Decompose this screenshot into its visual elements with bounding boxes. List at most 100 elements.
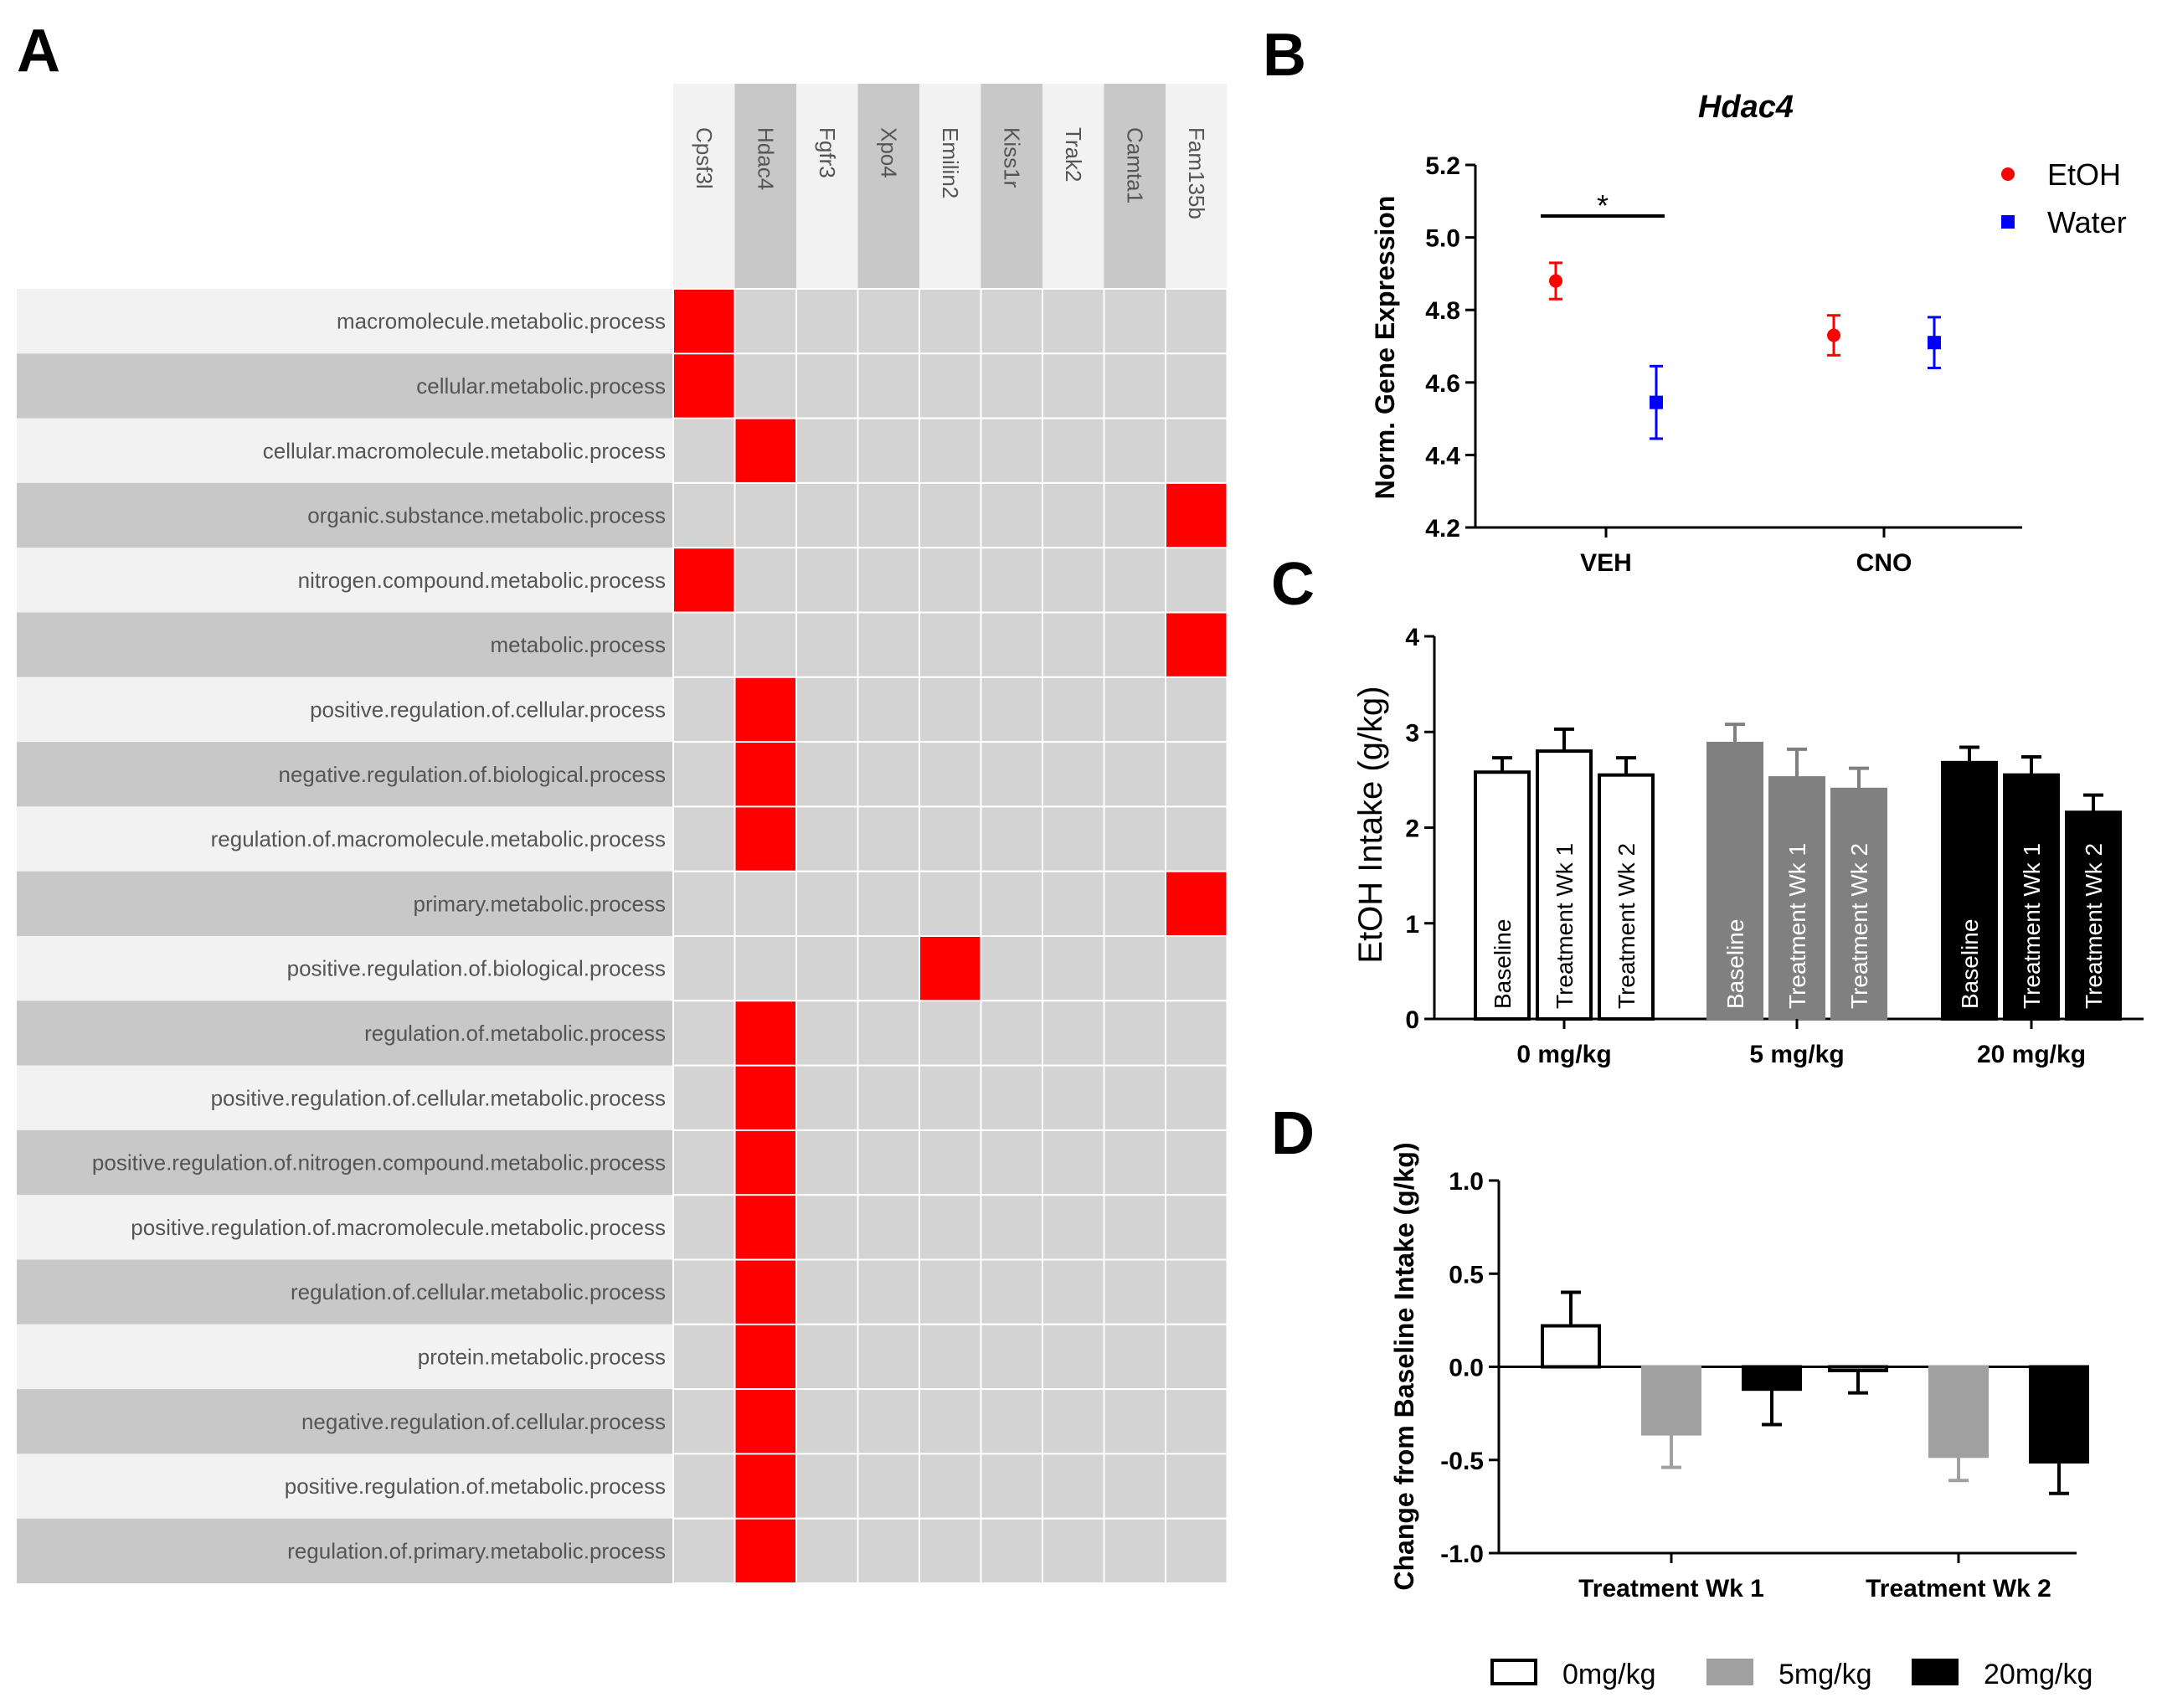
row-label: metabolic.process (490, 632, 666, 657)
heatmap-cell (980, 547, 1043, 614)
heatmap-cell (857, 1194, 920, 1261)
heatmap-cell (857, 741, 920, 808)
heatmap-cell (857, 1258, 920, 1325)
heatmap-cell (1103, 611, 1166, 678)
heatmap-cell (1042, 676, 1105, 743)
heatmap-cell (672, 1258, 736, 1325)
heatmap-cell (795, 1453, 859, 1520)
y-tick-label: 4.2 (1425, 515, 1460, 543)
row-label: regulation.of.metabolic.process (364, 1021, 666, 1046)
heatmap-cell (795, 1129, 859, 1196)
bar (2029, 1365, 2089, 1464)
y-tick-label: 0.0 (1449, 1355, 1484, 1382)
heatmap-cell (980, 1000, 1043, 1067)
legend-swatch (1490, 1659, 1537, 1685)
heatmap-hit-cell (735, 743, 795, 806)
heatmap-hit-cell (674, 290, 734, 353)
heatmap-cell (980, 481, 1043, 549)
column-header-bg (796, 84, 858, 289)
heatmap-cell (1103, 1323, 1166, 1391)
heatmap-cell (672, 1323, 736, 1391)
row-label: macromolecule.metabolic.process (337, 309, 666, 334)
column-label: Kiss1r (999, 127, 1024, 188)
heatmap-cell (857, 288, 920, 355)
heatmap-cell (1103, 676, 1166, 743)
heatmap-cell (1103, 870, 1166, 937)
column-label: Emilin2 (938, 127, 963, 198)
heatmap-cell (1103, 1453, 1166, 1520)
panel-label-b: B (1263, 22, 1306, 89)
heatmap-cell (734, 935, 797, 1002)
bar (1598, 773, 1655, 1021)
bar-label: Baseline (1490, 919, 1516, 1009)
row-label: regulation.of.primary.metabolic.process (287, 1538, 666, 1563)
heatmap-cell (919, 741, 982, 808)
heatmap-cell (919, 352, 982, 419)
heatmap-cell (1042, 935, 1105, 1002)
y-tick-label: 5.2 (1425, 152, 1460, 180)
heatmap-cell (734, 611, 797, 678)
y-axis-label: EtOH Intake (g/kg) (1352, 686, 1389, 963)
heatmap-hit-cell (735, 1260, 795, 1324)
legend-label: 20mg/kg (1984, 1659, 2093, 1690)
y-tick-label: 4.6 (1425, 370, 1460, 398)
heatmap-hit-cell (735, 1325, 795, 1389)
legend-label: 0mg/kg (1562, 1659, 1656, 1690)
heatmap-cell (1165, 1453, 1228, 1520)
data-point-water (1928, 336, 1941, 350)
heatmap-cell (1165, 1129, 1228, 1196)
heatmap-cell (1103, 547, 1166, 614)
column-label: Fam135b (1184, 127, 1209, 219)
panel-label-a: A (17, 18, 60, 85)
row-label-bg (17, 289, 673, 354)
heatmap-cell (919, 1323, 982, 1391)
heatmap-hit-cell (674, 548, 734, 612)
heatmap-cell (919, 417, 982, 484)
y-tick-label: 0.5 (1449, 1261, 1484, 1289)
column-label: Fgfr3 (815, 127, 840, 178)
column-label: Camta1 (1122, 127, 1147, 203)
heatmap-cell (1165, 676, 1228, 743)
heatmap-cell (1103, 1388, 1166, 1455)
heatmap-cell (795, 741, 859, 808)
row-label-bg (17, 418, 673, 483)
heatmap-cell (1042, 870, 1105, 937)
heatmap-cell (734, 481, 797, 549)
heatmap-cell (919, 1064, 982, 1131)
panel-label-c: C (1271, 551, 1315, 618)
heatmap-cell (1042, 288, 1105, 355)
column-label: Hdac4 (753, 127, 778, 190)
data-point-etoh (1827, 328, 1840, 342)
bar-label: Treatment Wk 2 (1846, 843, 1872, 1009)
heatmap-cell (857, 417, 920, 484)
y-tick-label: 4.4 (1425, 442, 1460, 470)
heatmap-cell (1165, 1064, 1228, 1131)
heatmap-cell (795, 676, 859, 743)
heatmap-cell (1103, 1517, 1166, 1584)
heatmap-cell (734, 288, 797, 355)
heatmap-hit-cell (735, 419, 795, 482)
heatmap-cell (1165, 1000, 1228, 1067)
column-header-bg (981, 84, 1042, 289)
heatmap-cell (1103, 288, 1166, 355)
heatmap-cell (857, 1000, 920, 1067)
column-header-bg (1104, 84, 1166, 289)
heatmap-cell (1103, 935, 1166, 1002)
bar (1706, 741, 1763, 1021)
heatmap-cell (857, 1323, 920, 1391)
heatmap-cell (1165, 935, 1228, 1002)
heatmap-cell (857, 870, 920, 937)
row-label-bg (17, 548, 673, 613)
row-label: positive.regulation.of.macromolecule.met… (131, 1215, 666, 1240)
heatmap-cell (795, 288, 859, 355)
heatmap-cell (1103, 1258, 1166, 1325)
heatmap-cell (980, 935, 1043, 1002)
row-label-bg (17, 353, 673, 419)
row-label: positive.regulation.of.cellular.process (310, 697, 666, 722)
heatmap-cell (919, 1258, 982, 1325)
heatmap-cell (672, 805, 736, 872)
heatmap-cell (857, 1517, 920, 1584)
heatmap-cell (857, 481, 920, 549)
legend-swatch (1706, 1659, 1753, 1685)
column-header-bg (1042, 84, 1104, 289)
